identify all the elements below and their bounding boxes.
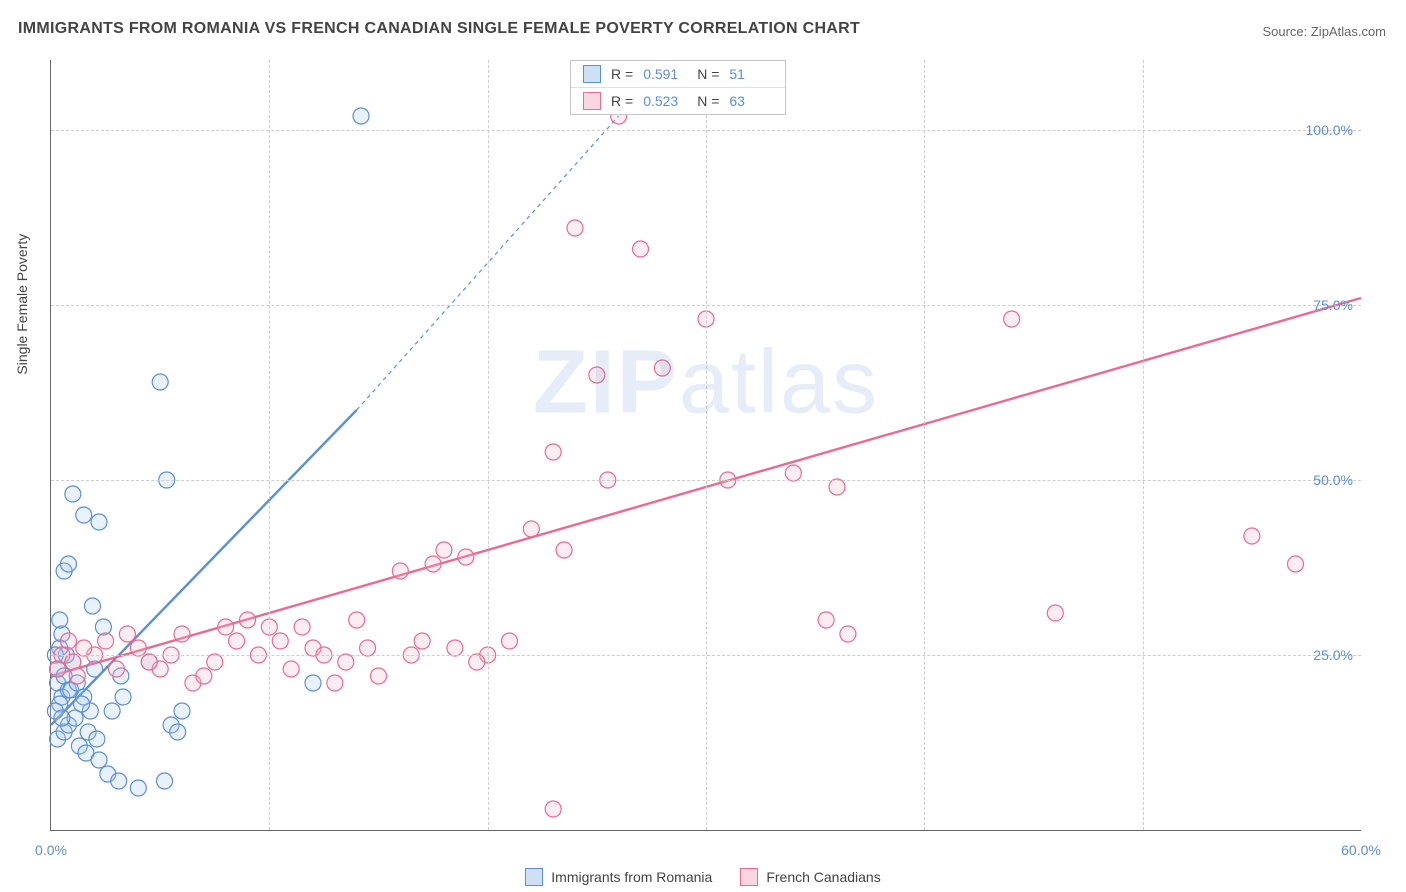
chart-title: IMMIGRANTS FROM ROMANIA VS FRENCH CANADI…: [18, 20, 860, 38]
source-attribution: Source: ZipAtlas.com: [1262, 24, 1386, 39]
swatch-icon: [583, 92, 601, 110]
legend-label: French Canadians: [766, 869, 880, 885]
x-tick-label: 60.0%: [1341, 842, 1381, 858]
stat-r-label: R =: [611, 66, 633, 82]
y-tick-label: 50.0%: [1313, 472, 1353, 488]
stat-n-label: N =: [697, 66, 719, 82]
stat-r-value: 0.591: [643, 66, 687, 82]
y-tick-label: 25.0%: [1313, 647, 1353, 663]
y-tick-label: 75.0%: [1313, 297, 1353, 313]
stat-r-label: R =: [611, 93, 633, 109]
swatch-icon: [525, 868, 543, 886]
y-axis-label: Single Female Poverty: [14, 234, 30, 375]
y-tick-label: 100.0%: [1306, 122, 1353, 138]
plot-area: ZIPatlas 25.0%50.0%75.0%100.0%0.0%60.0%: [50, 60, 1361, 831]
stat-n-value: 51: [729, 66, 773, 82]
legend-item: Immigrants from Romania: [525, 868, 712, 886]
legend-series: Immigrants from Romania French Canadians: [0, 868, 1406, 886]
swatch-icon: [583, 65, 601, 83]
stat-n-value: 63: [729, 93, 773, 109]
x-tick-label: 0.0%: [35, 842, 67, 858]
legend-item: French Canadians: [740, 868, 880, 886]
swatch-icon: [740, 868, 758, 886]
legend-label: Immigrants from Romania: [551, 869, 712, 885]
stat-r-value: 0.523: [643, 93, 687, 109]
legend-stats-row: R = 0.523 N = 63: [571, 87, 785, 114]
legend-stats-row: R = 0.591 N = 51: [571, 61, 785, 87]
stat-n-label: N =: [697, 93, 719, 109]
legend-stats: R = 0.591 N = 51 R = 0.523 N = 63: [570, 60, 786, 115]
